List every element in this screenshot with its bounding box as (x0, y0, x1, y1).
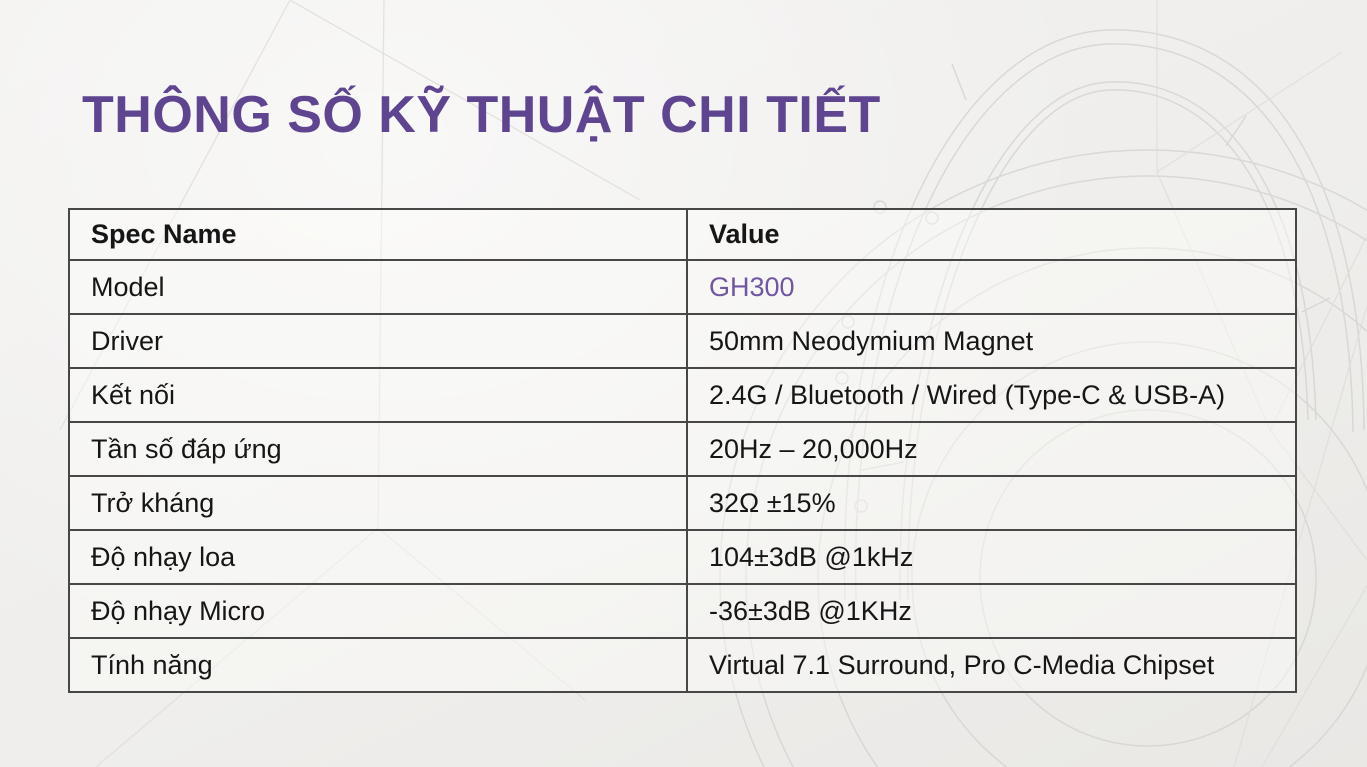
spec-name-cell: Độ nhạy loa (70, 531, 688, 583)
spec-name-label: Model (91, 271, 165, 302)
spec-name-cell: Tần số đáp ứng (70, 423, 688, 475)
spec-value-label: 20Hz – 20,000Hz (709, 433, 918, 464)
spec-value-cell: 32Ω ±15% (688, 477, 1295, 529)
spec-name-label: Độ nhạy Micro (91, 595, 266, 626)
spec-value-cell: GH300 (688, 261, 1295, 313)
facet-lines (59, 0, 1367, 767)
spec-value-label: 50mm Neodymium Magnet (709, 325, 1034, 356)
spec-name-label: Độ nhạy loa (91, 541, 236, 572)
spec-value-cell: 2.4G / Bluetooth / Wired (Type-C & USB-A… (688, 369, 1295, 421)
spec-value-label: Virtual 7.1 Surround, Pro C-Media Chipse… (709, 649, 1215, 680)
spec-value-cell: Virtual 7.1 Surround, Pro C-Media Chipse… (688, 639, 1295, 691)
column-header-spec-name: Spec Name (70, 210, 688, 259)
spec-name-label: Tính năng (91, 649, 213, 680)
spec-name-cell: Model (70, 261, 688, 313)
spec-value-label: GH300 (709, 271, 795, 302)
table-row: Model GH300 (70, 259, 1295, 313)
table-row: Driver 50mm Neodymium Magnet (70, 313, 1295, 367)
spec-value-label: 32Ω ±15% (709, 487, 836, 518)
table-row: Độ nhạy Micro -36±3dB @1KHz (70, 583, 1295, 637)
spec-name-cell: Tính năng (70, 639, 688, 691)
spec-table: Spec Name Value Model GH300 Driver 50mm … (68, 208, 1297, 693)
spec-value-label: 104±3dB @1kHz (709, 541, 914, 572)
spec-name-cell: Độ nhạy Micro (70, 585, 688, 637)
spec-value-cell: 104±3dB @1kHz (688, 531, 1295, 583)
table-header-row: Spec Name Value (70, 210, 1295, 259)
spec-value-label: 2.4G / Bluetooth / Wired (Type-C & USB-A… (709, 379, 1226, 410)
spec-value-cell: 50mm Neodymium Magnet (688, 315, 1295, 367)
spec-value-cell: 20Hz – 20,000Hz (688, 423, 1295, 475)
table-row: Tần số đáp ứng 20Hz – 20,000Hz (70, 421, 1295, 475)
spec-value-label: -36±3dB @1KHz (709, 595, 912, 626)
page-title: THÔNG SỐ KỸ THUẬT CHI TIẾT (82, 86, 881, 144)
spec-value-cell: -36±3dB @1KHz (688, 585, 1295, 637)
spec-name-label: Tần số đáp ứng (91, 433, 282, 464)
spec-name-label: Kết nối (91, 379, 176, 410)
table-row: Độ nhạy loa 104±3dB @1kHz (70, 529, 1295, 583)
column-header-value: Value (709, 219, 780, 249)
spec-table-body: Model GH300 Driver 50mm Neodymium Magnet… (70, 259, 1295, 691)
table-row: Trở kháng 32Ω ±15% (70, 475, 1295, 529)
spec-name-cell: Kết nối (70, 369, 688, 421)
spec-name-label: Driver (91, 325, 163, 356)
spec-name-cell: Driver (70, 315, 688, 367)
table-row: Kết nối 2.4G / Bluetooth / Wired (Type-C… (70, 367, 1295, 421)
spec-name-cell: Trở kháng (70, 477, 688, 529)
spec-name-label: Trở kháng (91, 487, 215, 518)
table-row: Tính năng Virtual 7.1 Surround, Pro C-Me… (70, 637, 1295, 691)
